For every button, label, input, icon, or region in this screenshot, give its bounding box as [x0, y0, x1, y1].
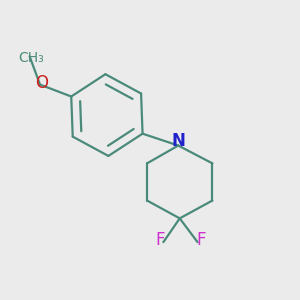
Text: N: N: [171, 132, 185, 150]
Text: CH₃: CH₃: [18, 51, 44, 65]
Text: F: F: [196, 231, 206, 249]
Text: F: F: [155, 231, 165, 249]
Text: O: O: [35, 74, 48, 92]
